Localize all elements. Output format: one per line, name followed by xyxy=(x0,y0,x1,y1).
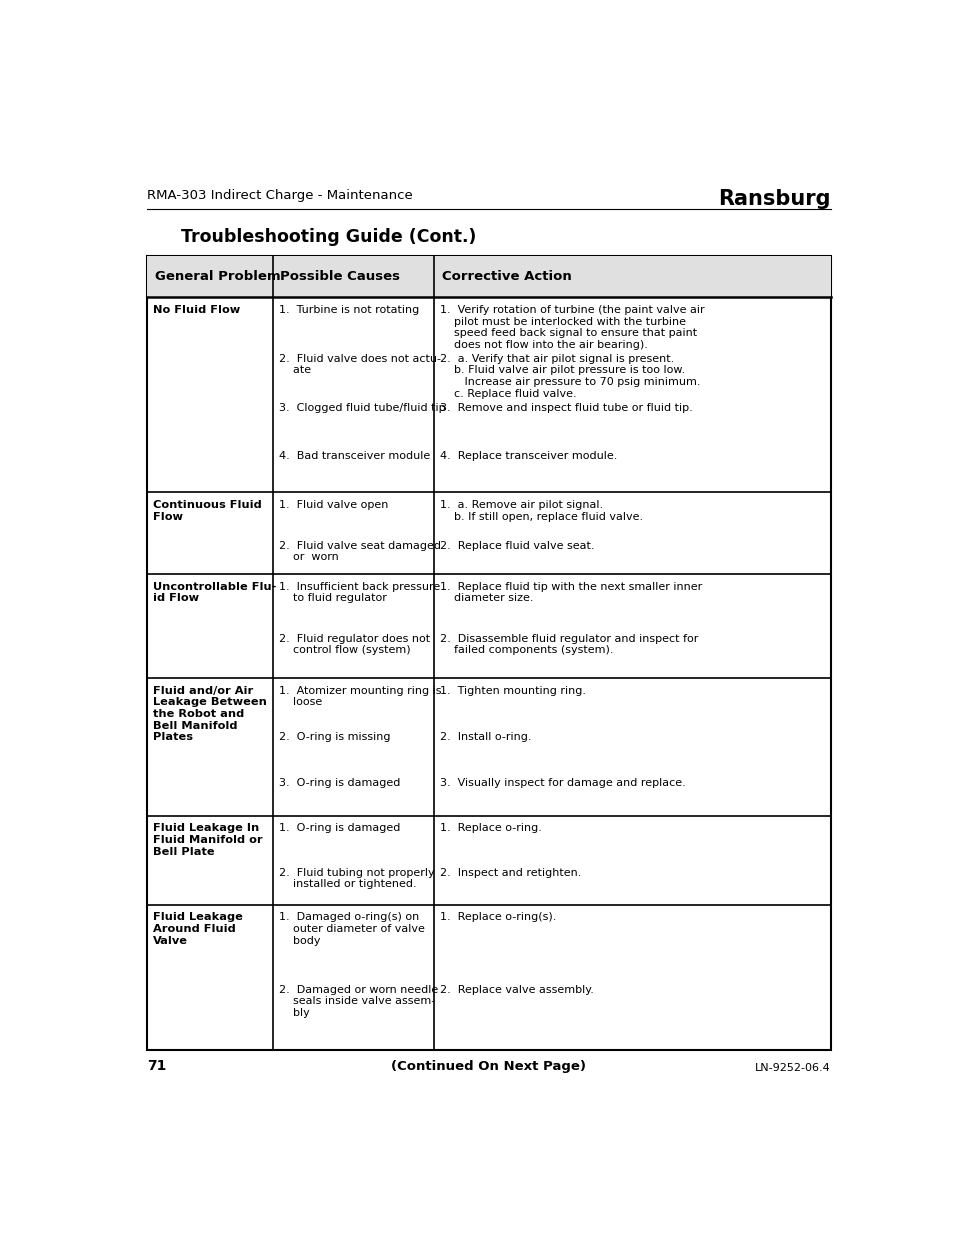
Text: Troubleshooting Guide (Cont.): Troubleshooting Guide (Cont.) xyxy=(180,228,476,246)
Text: 3.  Visually inspect for damage and replace.: 3. Visually inspect for damage and repla… xyxy=(439,778,685,788)
Text: Possible Causes: Possible Causes xyxy=(280,270,400,283)
Text: LN-9252-06.4: LN-9252-06.4 xyxy=(754,1062,830,1072)
Text: 2.  Disassemble fluid regulator and inspect for
    failed components (system).: 2. Disassemble fluid regulator and inspe… xyxy=(439,634,698,656)
Text: 1.  Replace o-ring.: 1. Replace o-ring. xyxy=(439,824,541,834)
Text: 1.  Replace fluid tip with the next smaller inner
    diameter size.: 1. Replace fluid tip with the next small… xyxy=(439,582,701,603)
Text: 2.  Fluid valve seat damaged
    or  worn: 2. Fluid valve seat damaged or worn xyxy=(278,541,440,562)
Text: 1.  Atomizer mounting ring is
    loose: 1. Atomizer mounting ring is loose xyxy=(278,685,441,708)
Text: General Problem: General Problem xyxy=(154,270,280,283)
Text: 1.  O-ring is damaged: 1. O-ring is damaged xyxy=(278,824,400,834)
Text: 3.  Clogged fluid tube/fluid tip: 3. Clogged fluid tube/fluid tip xyxy=(278,403,445,412)
Text: 2.  Fluid tubing not properly
    installed or tightened.: 2. Fluid tubing not properly installed o… xyxy=(278,868,435,889)
Text: 2.  O-ring is missing: 2. O-ring is missing xyxy=(278,731,390,742)
Text: 4.  Replace transceiver module.: 4. Replace transceiver module. xyxy=(439,451,617,461)
Text: 1.  Replace o-ring(s).: 1. Replace o-ring(s). xyxy=(439,913,556,923)
Text: 1.  Tighten mounting ring.: 1. Tighten mounting ring. xyxy=(439,685,585,695)
Text: 2.  a. Verify that air pilot signal is present.
    b. Fluid valve air pilot pre: 2. a. Verify that air pilot signal is pr… xyxy=(439,353,700,399)
Text: 2.  Replace fluid valve seat.: 2. Replace fluid valve seat. xyxy=(439,541,594,551)
Text: 4.  Bad transceiver module: 4. Bad transceiver module xyxy=(278,451,430,461)
Text: Fluid Leakage In
Fluid Manifold or
Bell Plate: Fluid Leakage In Fluid Manifold or Bell … xyxy=(153,824,263,857)
Text: 2.  Damaged or worn needle
    seals inside valve assem-
    bly: 2. Damaged or worn needle seals inside v… xyxy=(278,984,437,1018)
Text: 2.  Install o-ring.: 2. Install o-ring. xyxy=(439,731,531,742)
Text: Fluid and/or Air
Leakage Between
the Robot and
Bell Manifold
Plates: Fluid and/or Air Leakage Between the Rob… xyxy=(153,685,267,742)
Text: 2.  Fluid regulator does not
    control flow (system): 2. Fluid regulator does not control flow… xyxy=(278,634,430,656)
Text: 2.  Inspect and retighten.: 2. Inspect and retighten. xyxy=(439,868,581,878)
Text: Uncontrollable Flu-
id Flow: Uncontrollable Flu- id Flow xyxy=(153,582,276,603)
Text: Continuous Fluid
Flow: Continuous Fluid Flow xyxy=(153,500,262,521)
Text: 2.  Replace valve assembly.: 2. Replace valve assembly. xyxy=(439,984,594,995)
Bar xyxy=(147,256,830,1050)
Bar xyxy=(147,256,830,298)
Text: Fluid Leakage
Around Fluid
Valve: Fluid Leakage Around Fluid Valve xyxy=(153,913,243,946)
Text: 2.  Fluid valve does not actu-
    ate: 2. Fluid valve does not actu- ate xyxy=(278,353,440,375)
Text: 71: 71 xyxy=(147,1058,167,1072)
Text: 1.  Verify rotation of turbine (the paint valve air
    pilot must be interlocke: 1. Verify rotation of turbine (the paint… xyxy=(439,305,704,350)
Text: (Continued On Next Page): (Continued On Next Page) xyxy=(391,1060,586,1072)
Text: 1.  Damaged o-ring(s) on
    outer diameter of valve
    body: 1. Damaged o-ring(s) on outer diameter o… xyxy=(278,913,424,946)
Text: No Fluid Flow: No Fluid Flow xyxy=(153,305,240,315)
Text: 1.  Insufficient back pressure
    to fluid regulator: 1. Insufficient back pressure to fluid r… xyxy=(278,582,439,603)
Text: RMA-303 Indirect Charge - Maintenance: RMA-303 Indirect Charge - Maintenance xyxy=(147,189,413,203)
Text: 1.  Fluid valve open: 1. Fluid valve open xyxy=(278,500,388,510)
Text: 3.  Remove and inspect fluid tube or fluid tip.: 3. Remove and inspect fluid tube or flui… xyxy=(439,403,692,412)
Text: 3.  O-ring is damaged: 3. O-ring is damaged xyxy=(278,778,400,788)
Text: Corrective Action: Corrective Action xyxy=(441,270,571,283)
Text: 1.  Turbine is not rotating: 1. Turbine is not rotating xyxy=(278,305,418,315)
Text: 1.  a. Remove air pilot signal.
    b. If still open, replace fluid valve.: 1. a. Remove air pilot signal. b. If sti… xyxy=(439,500,642,521)
Text: Ransburg: Ransburg xyxy=(718,189,830,209)
